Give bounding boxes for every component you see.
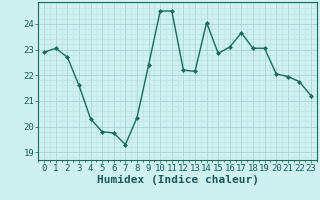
X-axis label: Humidex (Indice chaleur): Humidex (Indice chaleur) [97, 175, 259, 185]
